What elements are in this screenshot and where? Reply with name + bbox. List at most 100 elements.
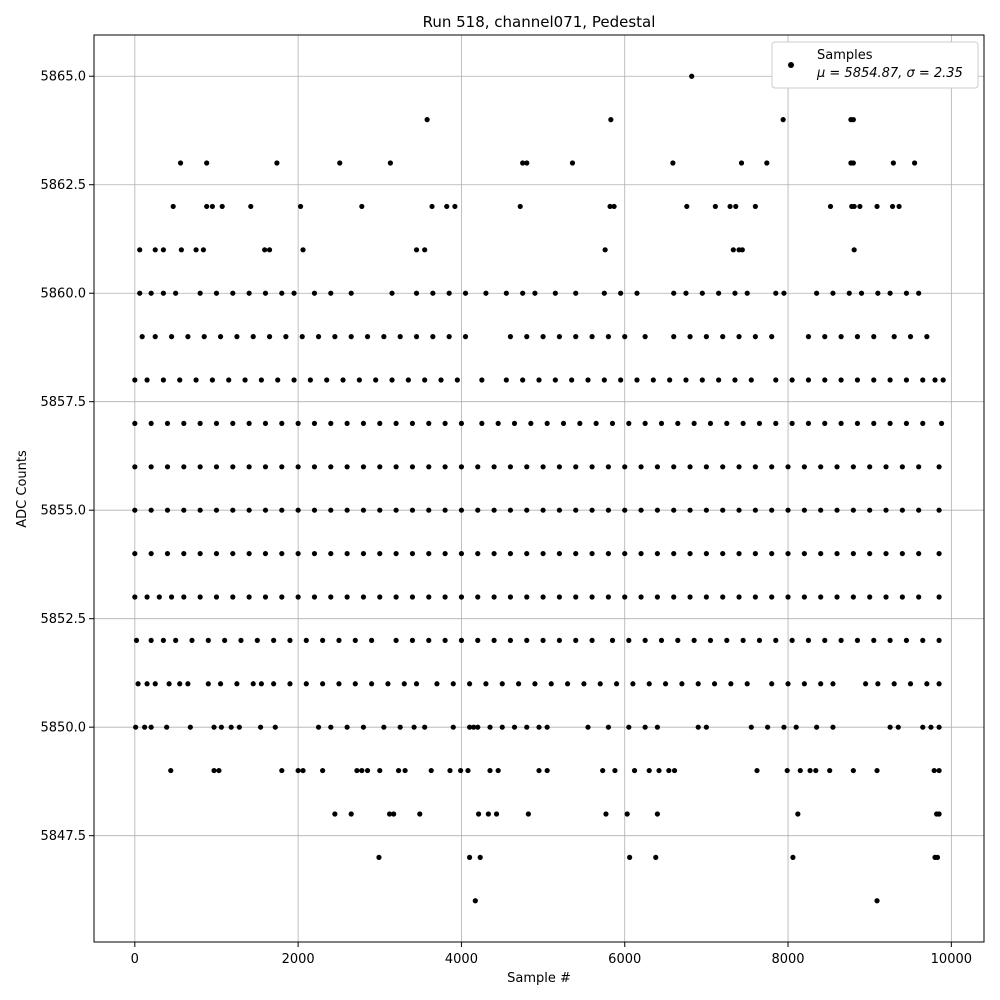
- data-point: [336, 637, 342, 643]
- data-point: [168, 594, 175, 600]
- data-point: [442, 550, 448, 557]
- data-point: [577, 420, 583, 427]
- data-point: [720, 334, 726, 340]
- data-point: [765, 724, 771, 730]
- data-point: [857, 203, 863, 210]
- data-point: [507, 637, 514, 643]
- data-point: [740, 637, 746, 643]
- data-point: [213, 507, 220, 513]
- data-point: [540, 507, 546, 513]
- data-point: [303, 637, 309, 643]
- data-point: [814, 724, 820, 730]
- data-point: [193, 377, 199, 383]
- data-point: [274, 160, 280, 166]
- data-point: [320, 637, 326, 643]
- data-point: [716, 290, 722, 296]
- data-point: [795, 811, 801, 817]
- data-point: [605, 724, 612, 730]
- data-point: [560, 420, 567, 427]
- y-tick-label: 5850.0: [41, 721, 87, 736]
- data-point: [789, 420, 795, 427]
- data-point: [654, 811, 660, 817]
- data-point: [393, 637, 399, 643]
- data-point: [732, 377, 738, 383]
- data-point: [814, 290, 820, 296]
- data-point: [679, 681, 685, 687]
- data-point: [789, 637, 795, 643]
- data-point: [209, 377, 215, 383]
- data-point: [520, 377, 526, 383]
- data-point: [479, 377, 485, 383]
- data-points: [132, 73, 946, 904]
- data-point: [920, 637, 926, 643]
- data-point: [656, 767, 662, 774]
- data-point: [328, 464, 334, 470]
- data-point: [507, 550, 514, 557]
- data-point: [238, 637, 244, 643]
- data-point: [703, 594, 709, 600]
- data-point: [491, 637, 497, 643]
- data-point: [491, 507, 497, 513]
- data-point: [187, 724, 193, 730]
- data-point: [213, 550, 220, 557]
- data-point: [903, 290, 910, 296]
- data-point: [801, 507, 807, 513]
- x-tick-label: 4000: [445, 952, 478, 967]
- data-point: [499, 681, 505, 687]
- data-point: [411, 724, 417, 730]
- data-point: [311, 290, 318, 296]
- data-point: [720, 594, 726, 600]
- data-point: [258, 681, 264, 687]
- data-point: [132, 594, 138, 600]
- data-point: [936, 594, 942, 600]
- data-point: [658, 420, 665, 427]
- data-point: [540, 334, 546, 340]
- data-point: [896, 203, 902, 210]
- data-point: [197, 550, 203, 557]
- data-point: [413, 681, 420, 687]
- data-point: [507, 334, 514, 340]
- data-point: [262, 247, 268, 253]
- data-point: [605, 507, 612, 513]
- data-point: [630, 681, 636, 687]
- data-point: [376, 854, 382, 860]
- data-point: [409, 464, 416, 470]
- data-point: [246, 290, 252, 296]
- data-point: [524, 594, 530, 600]
- data-point: [867, 464, 873, 470]
- data-point: [552, 290, 558, 296]
- data-point: [177, 377, 183, 383]
- data-point: [311, 420, 318, 427]
- data-point: [863, 681, 869, 687]
- data-point: [871, 334, 877, 340]
- data-point: [328, 550, 334, 557]
- data-point: [627, 854, 633, 860]
- data-point: [589, 507, 595, 513]
- data-point: [287, 637, 293, 643]
- data-point: [132, 377, 138, 383]
- data-point: [466, 854, 473, 860]
- data-point: [793, 724, 799, 730]
- data-point: [603, 811, 609, 817]
- data-point: [830, 681, 836, 687]
- data-point: [434, 681, 440, 687]
- data-point: [209, 203, 215, 210]
- data-point: [381, 334, 387, 340]
- data-point: [369, 637, 375, 643]
- data-point: [311, 464, 318, 470]
- data-point: [728, 681, 734, 687]
- data-point: [447, 767, 453, 774]
- data-point: [773, 377, 779, 383]
- data-point: [197, 290, 203, 296]
- data-point: [732, 290, 738, 296]
- data-point: [850, 550, 856, 557]
- data-point: [675, 637, 681, 643]
- data-point: [156, 594, 162, 600]
- data-point: [262, 290, 269, 296]
- data-point: [295, 550, 301, 557]
- data-point: [291, 290, 297, 296]
- data-point: [266, 247, 273, 253]
- data-point: [242, 377, 248, 383]
- data-point: [716, 377, 722, 383]
